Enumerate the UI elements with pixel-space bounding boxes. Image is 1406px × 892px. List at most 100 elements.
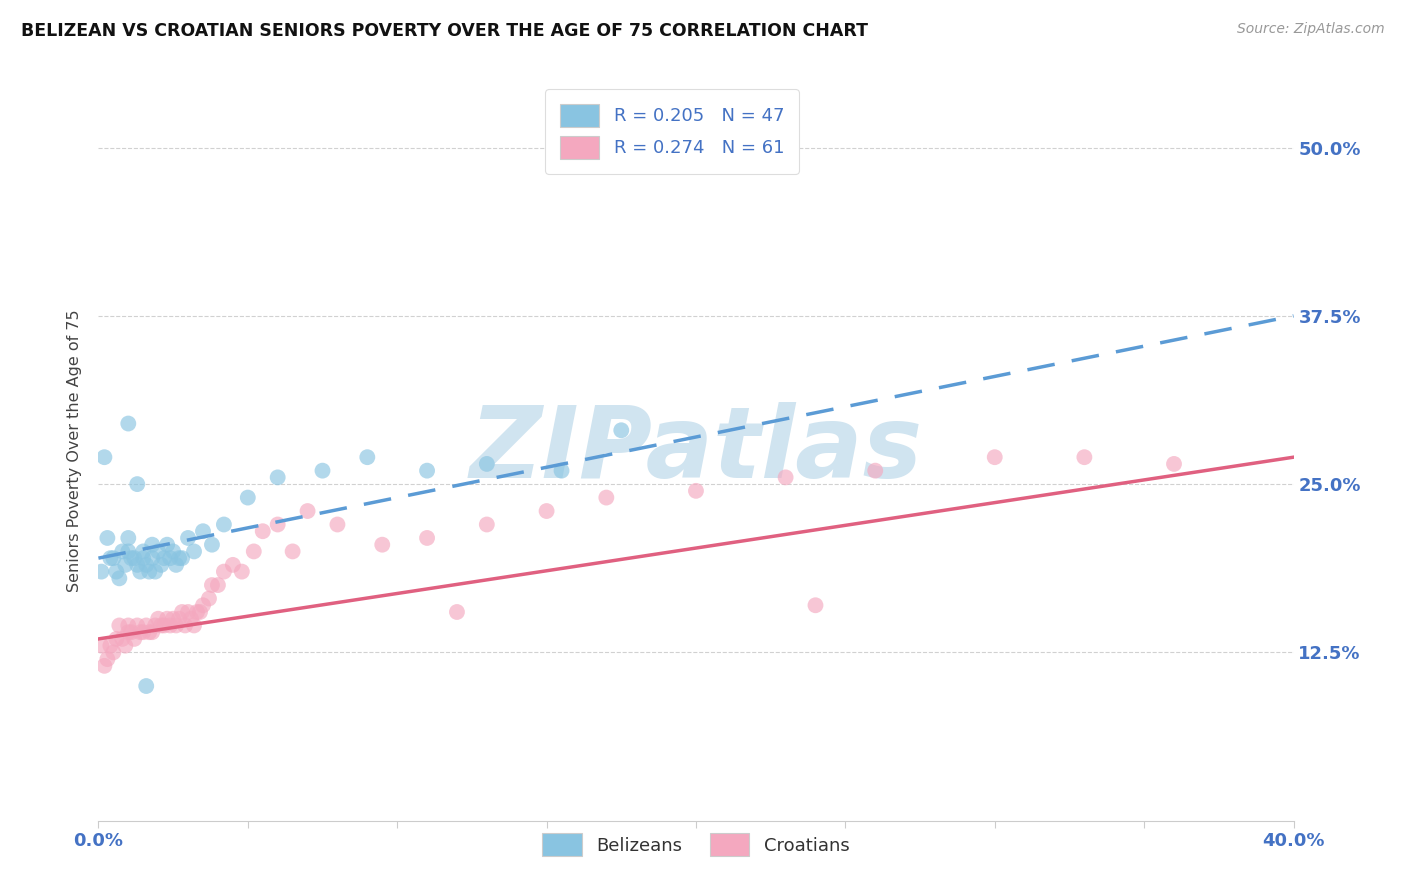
Point	[804, 599, 827, 613]
Point	[98, 551, 122, 566]
Point	[117, 544, 139, 558]
Point	[326, 517, 349, 532]
Point	[141, 625, 163, 640]
Point	[610, 423, 633, 437]
Point	[90, 639, 112, 653]
Point	[685, 483, 707, 498]
Point	[156, 612, 179, 626]
Point	[222, 558, 245, 572]
Point	[141, 538, 163, 552]
Point	[117, 417, 139, 431]
Point	[297, 504, 319, 518]
Point	[143, 618, 166, 632]
Point	[132, 544, 155, 558]
Point	[174, 618, 197, 632]
Point	[165, 558, 187, 572]
Point	[267, 470, 290, 484]
Point	[191, 524, 214, 539]
Point	[595, 491, 617, 505]
Point	[165, 618, 187, 632]
Point	[162, 612, 184, 626]
Point	[111, 544, 134, 558]
Point	[446, 605, 468, 619]
Point	[191, 599, 214, 613]
Point	[207, 578, 229, 592]
Point	[775, 470, 797, 484]
Point	[135, 679, 157, 693]
Point	[159, 551, 181, 566]
Point	[135, 558, 157, 572]
Point	[356, 450, 378, 465]
Point	[98, 639, 122, 653]
Point	[183, 618, 205, 632]
Point	[177, 531, 200, 545]
Point	[212, 565, 235, 579]
Point	[984, 450, 1007, 465]
Text: BELIZEAN VS CROATIAN SENIORS POVERTY OVER THE AGE OF 75 CORRELATION CHART: BELIZEAN VS CROATIAN SENIORS POVERTY OVE…	[21, 22, 868, 40]
Point	[93, 658, 115, 673]
Point	[124, 632, 146, 646]
Point	[186, 605, 208, 619]
Point	[371, 538, 394, 552]
Legend: Belizeans, Croatians: Belizeans, Croatians	[536, 826, 856, 863]
Point	[143, 565, 166, 579]
Point	[141, 551, 163, 566]
Point	[172, 551, 194, 566]
Point	[475, 517, 498, 532]
Point	[1073, 450, 1095, 465]
Text: ZIPatlas: ZIPatlas	[470, 402, 922, 499]
Y-axis label: Seniors Poverty Over the Age of 75: Seniors Poverty Over the Age of 75	[67, 310, 83, 591]
Point	[1163, 457, 1185, 471]
Point	[177, 605, 200, 619]
Point	[120, 625, 142, 640]
Point	[159, 618, 181, 632]
Point	[129, 625, 152, 640]
Point	[243, 544, 266, 558]
Point	[138, 625, 160, 640]
Point	[236, 491, 259, 505]
Point	[90, 565, 112, 579]
Point	[865, 464, 887, 478]
Point	[96, 531, 118, 545]
Point	[96, 652, 118, 666]
Point	[103, 645, 125, 659]
Text: Source: ZipAtlas.com: Source: ZipAtlas.com	[1237, 22, 1385, 37]
Point	[162, 544, 184, 558]
Point	[416, 531, 439, 545]
Point	[153, 551, 176, 566]
Point	[201, 578, 224, 592]
Point	[311, 464, 333, 478]
Point	[127, 558, 149, 572]
Point	[167, 612, 190, 626]
Point	[127, 618, 149, 632]
Point	[117, 625, 139, 640]
Point	[105, 632, 128, 646]
Point	[550, 464, 572, 478]
Point	[153, 618, 176, 632]
Point	[231, 565, 253, 579]
Point	[150, 618, 173, 632]
Point	[124, 551, 146, 566]
Point	[172, 605, 194, 619]
Point	[148, 612, 170, 626]
Point	[212, 517, 235, 532]
Point	[148, 544, 170, 558]
Point	[120, 551, 142, 566]
Point	[108, 618, 131, 632]
Point	[536, 504, 558, 518]
Point	[132, 625, 155, 640]
Point	[135, 618, 157, 632]
Point	[103, 551, 125, 566]
Point	[138, 565, 160, 579]
Point	[127, 477, 149, 491]
Point	[188, 605, 211, 619]
Point	[105, 565, 128, 579]
Point	[156, 538, 179, 552]
Point	[132, 551, 155, 566]
Point	[129, 565, 152, 579]
Point	[183, 544, 205, 558]
Point	[117, 531, 139, 545]
Point	[117, 618, 139, 632]
Point	[180, 612, 202, 626]
Point	[252, 524, 274, 539]
